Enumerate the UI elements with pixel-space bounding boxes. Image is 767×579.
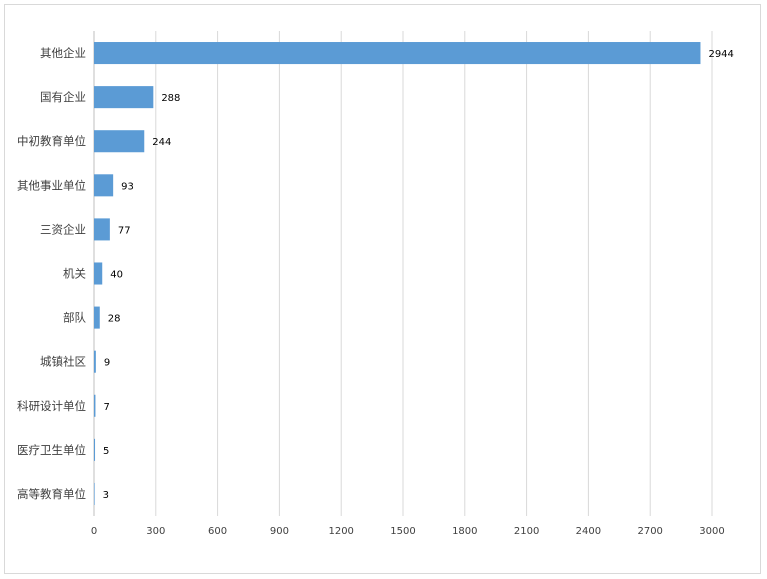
bar	[94, 42, 701, 65]
x-tick-label: 2100	[514, 526, 539, 537]
x-tick-label: 2400	[576, 526, 601, 537]
bar	[94, 262, 103, 285]
bar	[94, 86, 154, 109]
x-tick-label: 300	[146, 526, 165, 537]
category-label: 机关	[63, 267, 86, 281]
data-label: 7	[103, 402, 109, 413]
data-label: 28	[108, 314, 121, 325]
bar	[94, 306, 100, 329]
data-label: 3	[103, 490, 109, 501]
x-tick-label: 1800	[452, 526, 477, 537]
bar	[94, 130, 145, 153]
category-label: 科研设计单位	[17, 399, 86, 413]
x-tick-label: 2700	[637, 526, 662, 537]
bars	[94, 42, 701, 505]
data-label: 5	[103, 446, 109, 457]
x-axis-tick-labels: 0 300 600 900 1200 1500 1800 2100 2400 2700 3000	[91, 526, 725, 537]
data-label: 244	[152, 137, 171, 148]
category-label: 中初教育单位	[17, 134, 86, 148]
x-tick-label: 600	[208, 526, 227, 537]
category-label: 医疗卫生单位	[17, 443, 86, 457]
bar	[94, 482, 95, 505]
x-tick-label: 3000	[699, 526, 724, 537]
category-label: 其他企业	[40, 46, 86, 60]
x-tick-label: 0	[91, 526, 97, 537]
x-tick-label: 1500	[390, 526, 415, 537]
data-label: 77	[118, 225, 131, 236]
category-label: 高等教育单位	[17, 487, 86, 501]
bar	[94, 438, 96, 461]
data-label: 2944	[708, 49, 733, 60]
category-label: 部队	[63, 311, 86, 325]
category-label: 三资企业	[40, 222, 86, 236]
gridlines	[93, 31, 713, 516]
category-label: 其他事业单位	[17, 178, 86, 192]
data-label: 93	[121, 181, 134, 192]
bar	[94, 218, 110, 241]
data-labels: 2944 288 244 93 77 40 28 9 7 5 3	[103, 49, 734, 501]
x-tick-label: 1200	[328, 526, 353, 537]
bar	[94, 394, 96, 417]
bar	[94, 174, 114, 197]
category-label: 城镇社区	[40, 355, 86, 369]
category-labels: 其他企业国有企业中初教育单位其他事业单位三资企业机关部队城镇社区科研设计单位医疗…	[17, 46, 86, 501]
data-label: 40	[110, 270, 123, 281]
bar	[94, 350, 96, 373]
data-label: 9	[104, 358, 110, 369]
x-tick-label: 900	[270, 526, 289, 537]
data-label: 288	[161, 93, 180, 104]
category-label: 国有企业	[40, 90, 86, 104]
